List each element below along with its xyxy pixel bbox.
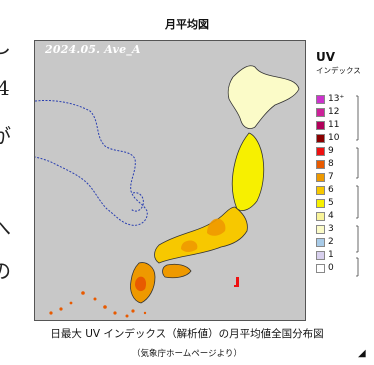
uv-patch-orange (207, 218, 226, 236)
legend-color-chip (316, 173, 325, 182)
uv-patch-dark-orange (135, 276, 147, 292)
korea-coastline (130, 192, 144, 212)
legend-color-chip (316, 186, 325, 195)
legend-title: UV (316, 50, 336, 64)
legend-color-chip (316, 199, 325, 208)
legend-item-label: 6 (328, 185, 334, 195)
map-title: 月平均図 (165, 18, 209, 31)
legend-item: 2 (316, 236, 344, 249)
legend-color-chip (316, 147, 325, 156)
legend-color-chip (316, 95, 325, 104)
legend-color-chip (316, 212, 325, 221)
legend-item: 1 (316, 249, 344, 262)
legend-item: 7 (316, 171, 344, 184)
figure-source: （気象庁ホームページより） (132, 349, 242, 359)
honshu-central (154, 206, 248, 264)
legend-item-label: 12 (328, 107, 340, 117)
legend-item: 13⁺ (316, 93, 344, 106)
legend-item: 6 (316, 184, 344, 197)
hokkaido (227, 65, 300, 129)
page-fragment-char: が (0, 124, 11, 148)
page-corner-mark: ◢ (358, 348, 366, 359)
page-fragment-char: の (0, 259, 11, 283)
map-period-label: 2024.05. Ave_A (45, 43, 141, 56)
legend-color-chip (316, 238, 325, 247)
figure-caption: 日最大 UV インデックス（解析値）の月平均値全国分布図 (50, 328, 324, 340)
uv-patch-orange (181, 240, 198, 252)
ogasawara-islands (236, 277, 239, 287)
legend-item: 11 (316, 119, 344, 132)
uv-legend: UV インデックス 13⁺ 12 11 10 9 8 7 6 5 4 3 2 1 0 (312, 50, 374, 320)
legend-item: 5 (316, 197, 344, 210)
legend-item-label: 1 (328, 250, 334, 260)
legend-item: 12 (316, 106, 344, 119)
legend-item: 3 (316, 223, 344, 236)
page-fragment-char: へ (0, 216, 11, 240)
legend-item-label: 9 (328, 146, 334, 156)
page-fragment-underline (110, 0, 180, 3)
shikoku (162, 263, 192, 279)
legend-color-chip (316, 264, 325, 273)
page-fragment-char: し (0, 34, 11, 58)
legend-color-chip (316, 160, 325, 169)
legend-color-chip (316, 134, 325, 143)
nansei-islands (49, 291, 147, 318)
legend-color-chip (316, 225, 325, 234)
legend-item-label: 11 (328, 120, 340, 130)
legend-item-label: 10 (328, 133, 340, 143)
legend-item-label: 8 (328, 159, 334, 169)
legend-item: 8 (316, 158, 344, 171)
legend-item-label: 13⁺ (328, 94, 345, 104)
legend-item: 4 (316, 210, 344, 223)
legend-item-label: 4 (328, 211, 334, 221)
legend-item-label: 3 (328, 224, 334, 234)
legend-category-brackets (356, 95, 359, 277)
legend-swatch-list: 13⁺ 12 11 10 9 8 7 6 5 4 3 2 1 0 (316, 93, 344, 275)
uv-map: 2024.05. Ave_A (34, 40, 306, 321)
legend-color-chip (316, 121, 325, 130)
legend-item-label: 0 (328, 263, 334, 273)
legend-color-chip (316, 251, 325, 260)
legend-color-chip (316, 108, 325, 117)
japan-uv-map (35, 65, 300, 318)
legend-item: 9 (316, 145, 344, 158)
page-fragment-char: 4 (0, 76, 10, 100)
legend-item-label: 5 (328, 198, 334, 208)
tohoku (231, 132, 265, 211)
ogasawara-islands (234, 285, 238, 287)
legend-item-label: 7 (328, 172, 334, 182)
continent-coastline (35, 100, 148, 226)
legend-item-label: 2 (328, 237, 334, 247)
legend-item: 10 (316, 132, 344, 145)
legend-item: 0 (316, 262, 344, 275)
legend-subtitle: インデックス (316, 66, 361, 75)
